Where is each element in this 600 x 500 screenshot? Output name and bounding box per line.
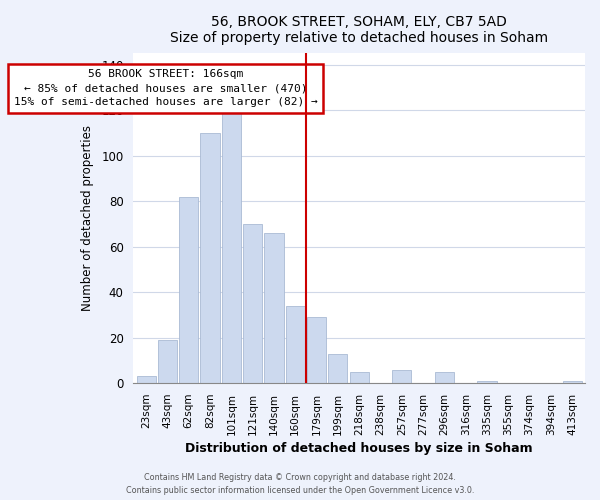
Text: Contains HM Land Registry data © Crown copyright and database right 2024.
Contai: Contains HM Land Registry data © Crown c… <box>126 474 474 495</box>
Text: 56 BROOK STREET: 166sqm
← 85% of detached houses are smaller (470)
15% of semi-d: 56 BROOK STREET: 166sqm ← 85% of detache… <box>14 69 318 107</box>
Bar <box>158 340 177 383</box>
Bar <box>328 354 347 383</box>
Y-axis label: Number of detached properties: Number of detached properties <box>81 126 94 312</box>
Bar <box>350 372 369 383</box>
X-axis label: Distribution of detached houses by size in Soham: Distribution of detached houses by size … <box>185 442 533 455</box>
Bar <box>265 233 284 383</box>
Bar <box>286 306 305 383</box>
Bar <box>200 133 220 383</box>
Bar <box>563 381 582 383</box>
Bar <box>222 80 241 383</box>
Bar <box>137 376 155 383</box>
Bar <box>243 224 262 383</box>
Bar <box>435 372 454 383</box>
Bar <box>392 370 412 383</box>
Title: 56, BROOK STREET, SOHAM, ELY, CB7 5AD
Size of property relative to detached hous: 56, BROOK STREET, SOHAM, ELY, CB7 5AD Si… <box>170 15 548 45</box>
Bar <box>179 196 198 383</box>
Bar <box>307 317 326 383</box>
Bar <box>478 381 497 383</box>
